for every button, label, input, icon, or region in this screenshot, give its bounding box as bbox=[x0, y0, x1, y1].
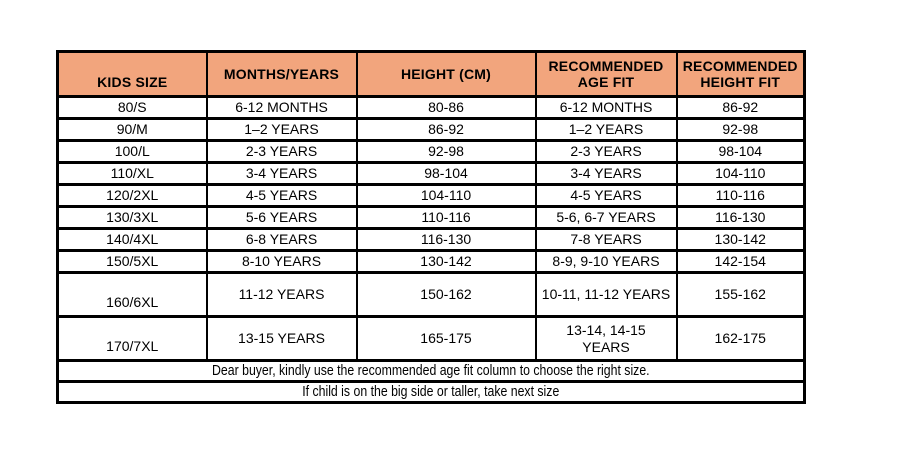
kids-size-cell: 170/7XL bbox=[56, 315, 208, 362]
height-fit-cell: 86-92 bbox=[675, 95, 806, 120]
months-years-cell: 5-6 YEARS bbox=[205, 205, 358, 230]
height-fit-cell: 92-98 bbox=[675, 117, 806, 142]
table-row: 140/4XL 6-8 YEARS 116-130 7-8 YEARS 130-… bbox=[56, 227, 806, 252]
table-row: 120/2XL 4-5 YEARS 104-110 4-5 YEARS 110-… bbox=[56, 183, 806, 208]
note-cell: Dear buyer, kindly use the recommended a… bbox=[56, 359, 806, 383]
table-row: 170/7XL 13-15 YEARS 165-175 13-14, 14-15… bbox=[56, 315, 806, 362]
height-cm-cell: 130-142 bbox=[355, 249, 537, 274]
kids-size-cell: 90/M bbox=[56, 117, 208, 142]
months-years-cell: 6-8 YEARS bbox=[205, 227, 358, 252]
months-years-cell: 4-5 YEARS bbox=[205, 183, 358, 208]
height-fit-cell: 162-175 bbox=[675, 315, 806, 362]
height-cm-cell: 110-116 bbox=[355, 205, 537, 230]
height-cm-cell: 92-98 bbox=[355, 139, 537, 164]
column-header-height-cm: HEIGHT (CM) bbox=[355, 50, 537, 98]
age-fit-cell: 10-11, 11-12 YEARS bbox=[534, 271, 678, 318]
height-cm-cell: 150-162 bbox=[355, 271, 537, 318]
kids-size-cell: 120/2XL bbox=[56, 183, 208, 208]
height-fit-cell: 110-116 bbox=[675, 183, 806, 208]
table-row: 100/L 2-3 YEARS 92-98 2-3 YEARS 98-104 bbox=[56, 139, 806, 164]
column-header-recommended-age-fit: RECOMMENDED AGE FIT bbox=[534, 50, 678, 98]
height-cm-cell: 104-110 bbox=[355, 183, 537, 208]
age-fit-cell: 2-3 YEARS bbox=[534, 139, 678, 164]
height-cm-cell: 165-175 bbox=[355, 315, 537, 362]
height-fit-cell: 98-104 bbox=[675, 139, 806, 164]
kids-size-chart-table: KIDS SIZE MONTHS/YEARS HEIGHT (CM) RECOM… bbox=[56, 50, 806, 404]
kids-size-cell: 100/L bbox=[56, 139, 208, 164]
months-years-cell: 8-10 YEARS bbox=[205, 249, 358, 274]
height-cm-cell: 80-86 bbox=[355, 95, 537, 120]
kids-size-cell: 130/3XL bbox=[56, 205, 208, 230]
kids-size-cell: 150/5XL bbox=[56, 249, 208, 274]
height-cm-cell: 116-130 bbox=[355, 227, 537, 252]
months-years-cell: 3-4 YEARS bbox=[205, 161, 358, 186]
age-fit-cell: 13-14, 14-15 YEARS bbox=[534, 315, 678, 362]
months-years-cell: 13-15 YEARS bbox=[205, 315, 358, 362]
months-years-cell: 6-12 MONTHS bbox=[205, 95, 358, 120]
size-chart-container: KIDS SIZE MONTHS/YEARS HEIGHT (CM) RECOM… bbox=[56, 50, 806, 404]
table-row: 80/S 6-12 MONTHS 80-86 6-12 MONTHS 86-92 bbox=[56, 95, 806, 120]
note-row-bigger-size-advice: If child is on the big side or taller, t… bbox=[56, 380, 806, 404]
note-text: If child is on the big side or taller, t… bbox=[302, 383, 560, 401]
months-years-cell: 2-3 YEARS bbox=[205, 139, 358, 164]
height-cm-cell: 98-104 bbox=[355, 161, 537, 186]
note-text: Dear buyer, kindly use the recommended a… bbox=[212, 362, 650, 380]
age-fit-cell: 1–2 YEARS bbox=[534, 117, 678, 142]
height-fit-cell: 130-142 bbox=[675, 227, 806, 252]
height-fit-cell: 142-154 bbox=[675, 249, 806, 274]
kids-size-cell: 160/6XL bbox=[56, 271, 208, 318]
age-fit-cell: 7-8 YEARS bbox=[534, 227, 678, 252]
column-header-kids-size: KIDS SIZE bbox=[56, 50, 208, 98]
table-row: 150/5XL 8-10 YEARS 130-142 8-9, 9-10 YEA… bbox=[56, 249, 806, 274]
table-header-row: KIDS SIZE MONTHS/YEARS HEIGHT (CM) RECOM… bbox=[56, 50, 806, 98]
note-row-age-fit-advice: Dear buyer, kindly use the recommended a… bbox=[56, 359, 806, 383]
age-fit-cell: 8-9, 9-10 YEARS bbox=[534, 249, 678, 274]
kids-size-cell: 110/XL bbox=[56, 161, 208, 186]
table-row: 160/6XL 11-12 YEARS 150-162 10-11, 11-12… bbox=[56, 271, 806, 318]
height-fit-cell: 104-110 bbox=[675, 161, 806, 186]
age-fit-cell: 3-4 YEARS bbox=[534, 161, 678, 186]
table-row: 90/M 1–2 YEARS 86-92 1–2 YEARS 92-98 bbox=[56, 117, 806, 142]
height-cm-cell: 86-92 bbox=[355, 117, 537, 142]
kids-size-cell: 140/4XL bbox=[56, 227, 208, 252]
kids-size-cell: 80/S bbox=[56, 95, 208, 120]
age-fit-cell: 5-6, 6-7 YEARS bbox=[534, 205, 678, 230]
age-fit-cell: 4-5 YEARS bbox=[534, 183, 678, 208]
table-row: 130/3XL 5-6 YEARS 110-116 5-6, 6-7 YEARS… bbox=[56, 205, 806, 230]
months-years-cell: 11-12 YEARS bbox=[205, 271, 358, 318]
months-years-cell: 1–2 YEARS bbox=[205, 117, 358, 142]
column-header-months-years: MONTHS/YEARS bbox=[205, 50, 358, 98]
age-fit-cell: 6-12 MONTHS bbox=[534, 95, 678, 120]
column-header-recommended-height-fit: RECOMMENDED HEIGHT FIT bbox=[675, 50, 806, 98]
note-cell: If child is on the big side or taller, t… bbox=[56, 380, 806, 404]
height-fit-cell: 116-130 bbox=[675, 205, 806, 230]
table-row: 110/XL 3-4 YEARS 98-104 3-4 YEARS 104-11… bbox=[56, 161, 806, 186]
height-fit-cell: 155-162 bbox=[675, 271, 806, 318]
